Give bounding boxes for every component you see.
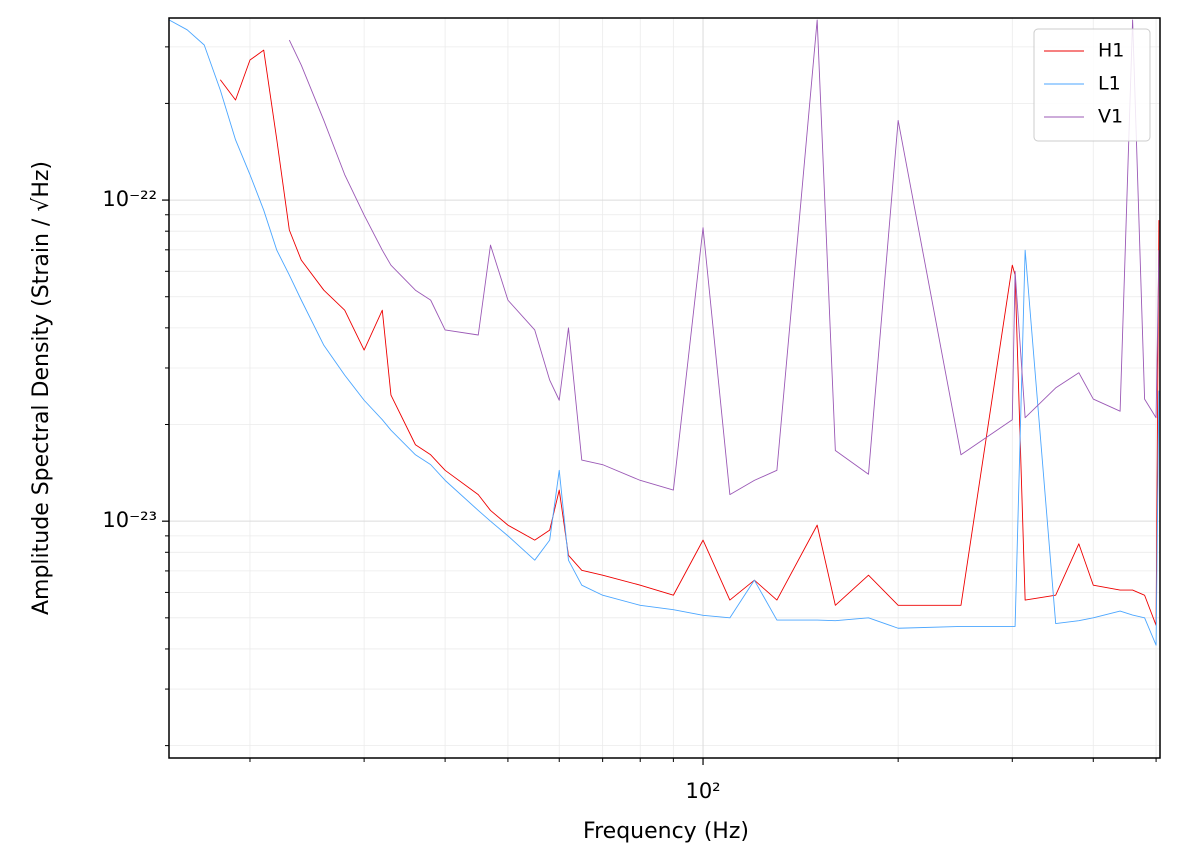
y-tick-label: 10⁻²³	[102, 508, 157, 532]
grid	[169, 18, 1160, 758]
legend-label: V1	[1098, 106, 1123, 128]
series-line	[169, 19, 1160, 646]
plot-lines	[169, 19, 1160, 646]
legend-label: L1	[1098, 73, 1121, 95]
series-line	[288, 19, 1160, 496]
y-axis-label: Amplitude Spectral Density (Strain / √Hz…	[29, 161, 54, 615]
legend-box	[1033, 28, 1151, 142]
x-tick-label: 10²	[685, 779, 720, 803]
plot-frame	[168, 17, 1161, 759]
y-tick-label: 10⁻²²	[102, 187, 157, 211]
legend: H1 L1 V1	[1033, 28, 1151, 142]
x-axis-label: Frequency (Hz)	[583, 819, 749, 844]
legend-label: H1	[1098, 40, 1124, 62]
series-line	[219, 49, 1160, 626]
ticks: 10² 10⁻²³ 10⁻²²	[102, 46, 1157, 803]
